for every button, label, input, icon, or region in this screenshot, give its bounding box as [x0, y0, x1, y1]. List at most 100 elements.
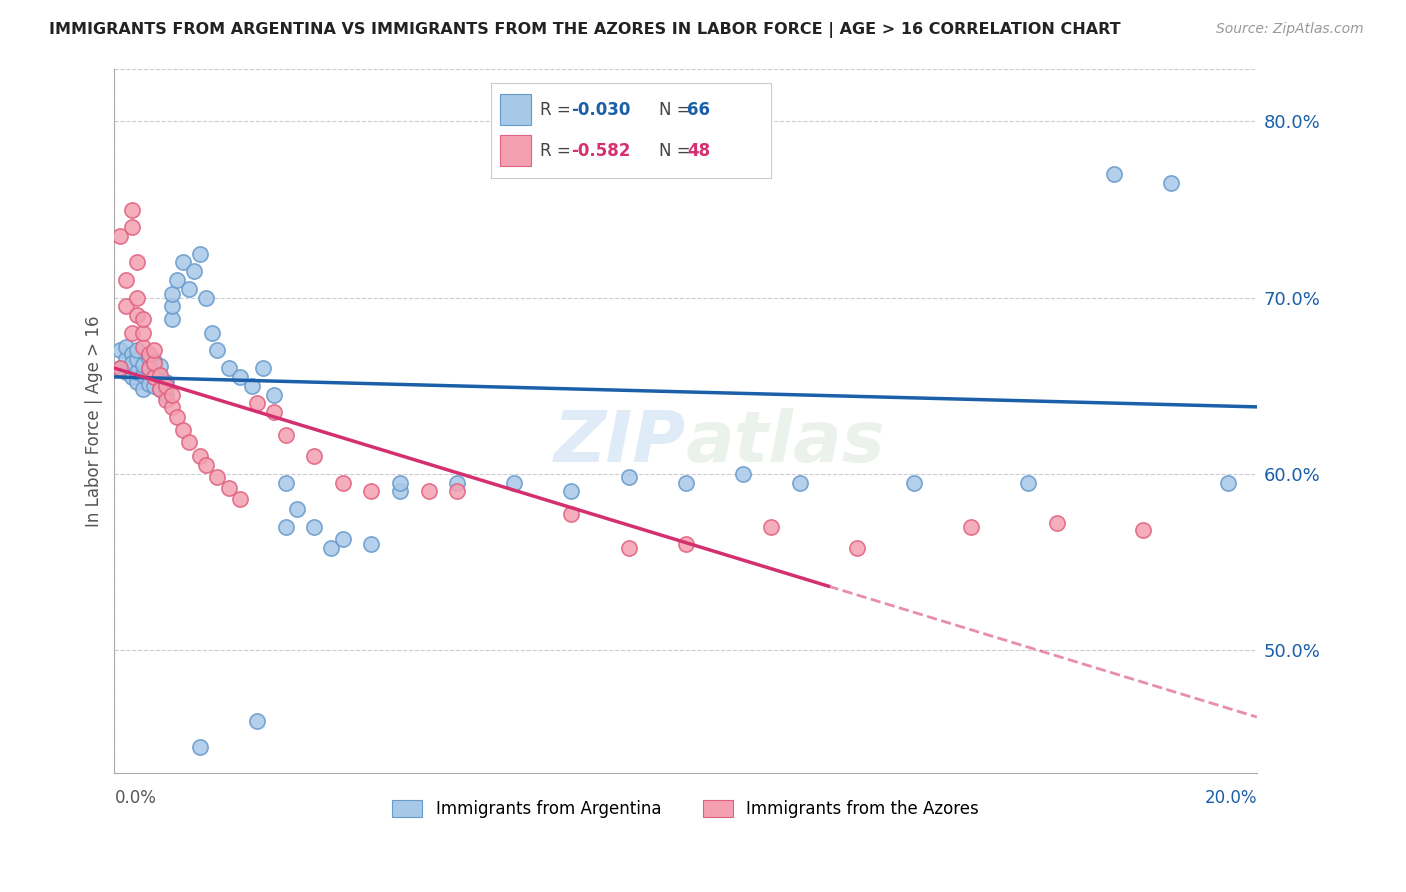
Point [560, 484, 582, 499]
Point [1132, 523, 1154, 537]
Point [132, 382, 155, 396]
Point [114, 365, 136, 379]
Point [127, 255, 149, 269]
Point [127, 308, 149, 322]
Point [252, 361, 274, 376]
Point [274, 428, 297, 442]
Point [149, 370, 172, 384]
Point [246, 714, 269, 728]
Point [188, 246, 211, 260]
Point [143, 354, 166, 368]
Text: IMMIGRANTS FROM ARGENTINA VS IMMIGRANTS FROM THE AZORES IN LABOR FORCE | AGE > 1: IMMIGRANTS FROM ARGENTINA VS IMMIGRANTS … [49, 22, 1121, 38]
Point [121, 370, 143, 384]
Point [121, 361, 143, 376]
Point [194, 291, 217, 305]
Point [108, 361, 131, 376]
Point [183, 264, 205, 278]
Point [246, 396, 269, 410]
Legend: Immigrants from Argentina, Immigrants from the Azores: Immigrants from Argentina, Immigrants fr… [385, 794, 986, 825]
Point [207, 470, 229, 484]
Point [121, 347, 143, 361]
Point [166, 410, 188, 425]
Point [446, 475, 468, 490]
Point [789, 475, 811, 490]
Point [155, 387, 177, 401]
Point [617, 541, 640, 555]
Point [172, 255, 194, 269]
Point [218, 361, 240, 376]
Point [160, 311, 183, 326]
Point [155, 392, 177, 407]
Point [177, 282, 200, 296]
Point [132, 311, 155, 326]
Point [160, 387, 183, 401]
Point [617, 470, 640, 484]
Point [143, 378, 166, 392]
Point [132, 368, 155, 383]
Point [114, 352, 136, 367]
Point [389, 475, 412, 490]
Point [160, 400, 183, 414]
Point [138, 347, 160, 361]
Point [143, 370, 166, 384]
Point [177, 435, 200, 450]
Point [446, 484, 468, 499]
Point [304, 449, 326, 463]
Point [1160, 176, 1182, 190]
Point [114, 340, 136, 354]
Point [200, 326, 222, 340]
Point [143, 365, 166, 379]
Point [149, 382, 172, 396]
Point [138, 363, 160, 377]
Point [903, 475, 925, 490]
Point [304, 519, 326, 533]
Point [138, 351, 160, 365]
Point [332, 475, 354, 490]
Point [389, 484, 412, 499]
Point [160, 300, 183, 314]
Point [127, 291, 149, 305]
Point [503, 475, 526, 490]
Point [172, 423, 194, 437]
Point [731, 467, 754, 481]
Point [108, 229, 131, 244]
Y-axis label: In Labor Force | Age > 16: In Labor Force | Age > 16 [86, 315, 103, 526]
Point [1046, 516, 1069, 531]
Point [285, 502, 308, 516]
Point [143, 356, 166, 370]
Point [149, 382, 172, 396]
Point [675, 537, 697, 551]
Point [127, 365, 149, 379]
Point [675, 475, 697, 490]
Point [166, 273, 188, 287]
Point [274, 475, 297, 490]
Point [846, 541, 869, 555]
Point [218, 481, 240, 495]
Point [1102, 167, 1125, 181]
Point [240, 378, 263, 392]
Point [138, 361, 160, 376]
Point [155, 375, 177, 389]
Point [332, 532, 354, 546]
Point [132, 358, 155, 372]
Text: 20.0%: 20.0% [1205, 789, 1257, 807]
Point [761, 519, 783, 533]
Point [1218, 475, 1240, 490]
Point [360, 537, 382, 551]
Point [1017, 475, 1039, 490]
Point [121, 356, 143, 370]
Point [127, 352, 149, 367]
Point [188, 739, 211, 754]
Point [127, 343, 149, 358]
Point [132, 340, 155, 354]
Point [108, 361, 131, 376]
Point [321, 541, 343, 555]
Point [263, 387, 285, 401]
Point [121, 326, 143, 340]
Point [114, 273, 136, 287]
Point [188, 449, 211, 463]
Point [132, 326, 155, 340]
Point [418, 484, 440, 499]
Point [127, 375, 149, 389]
Point [149, 359, 172, 374]
